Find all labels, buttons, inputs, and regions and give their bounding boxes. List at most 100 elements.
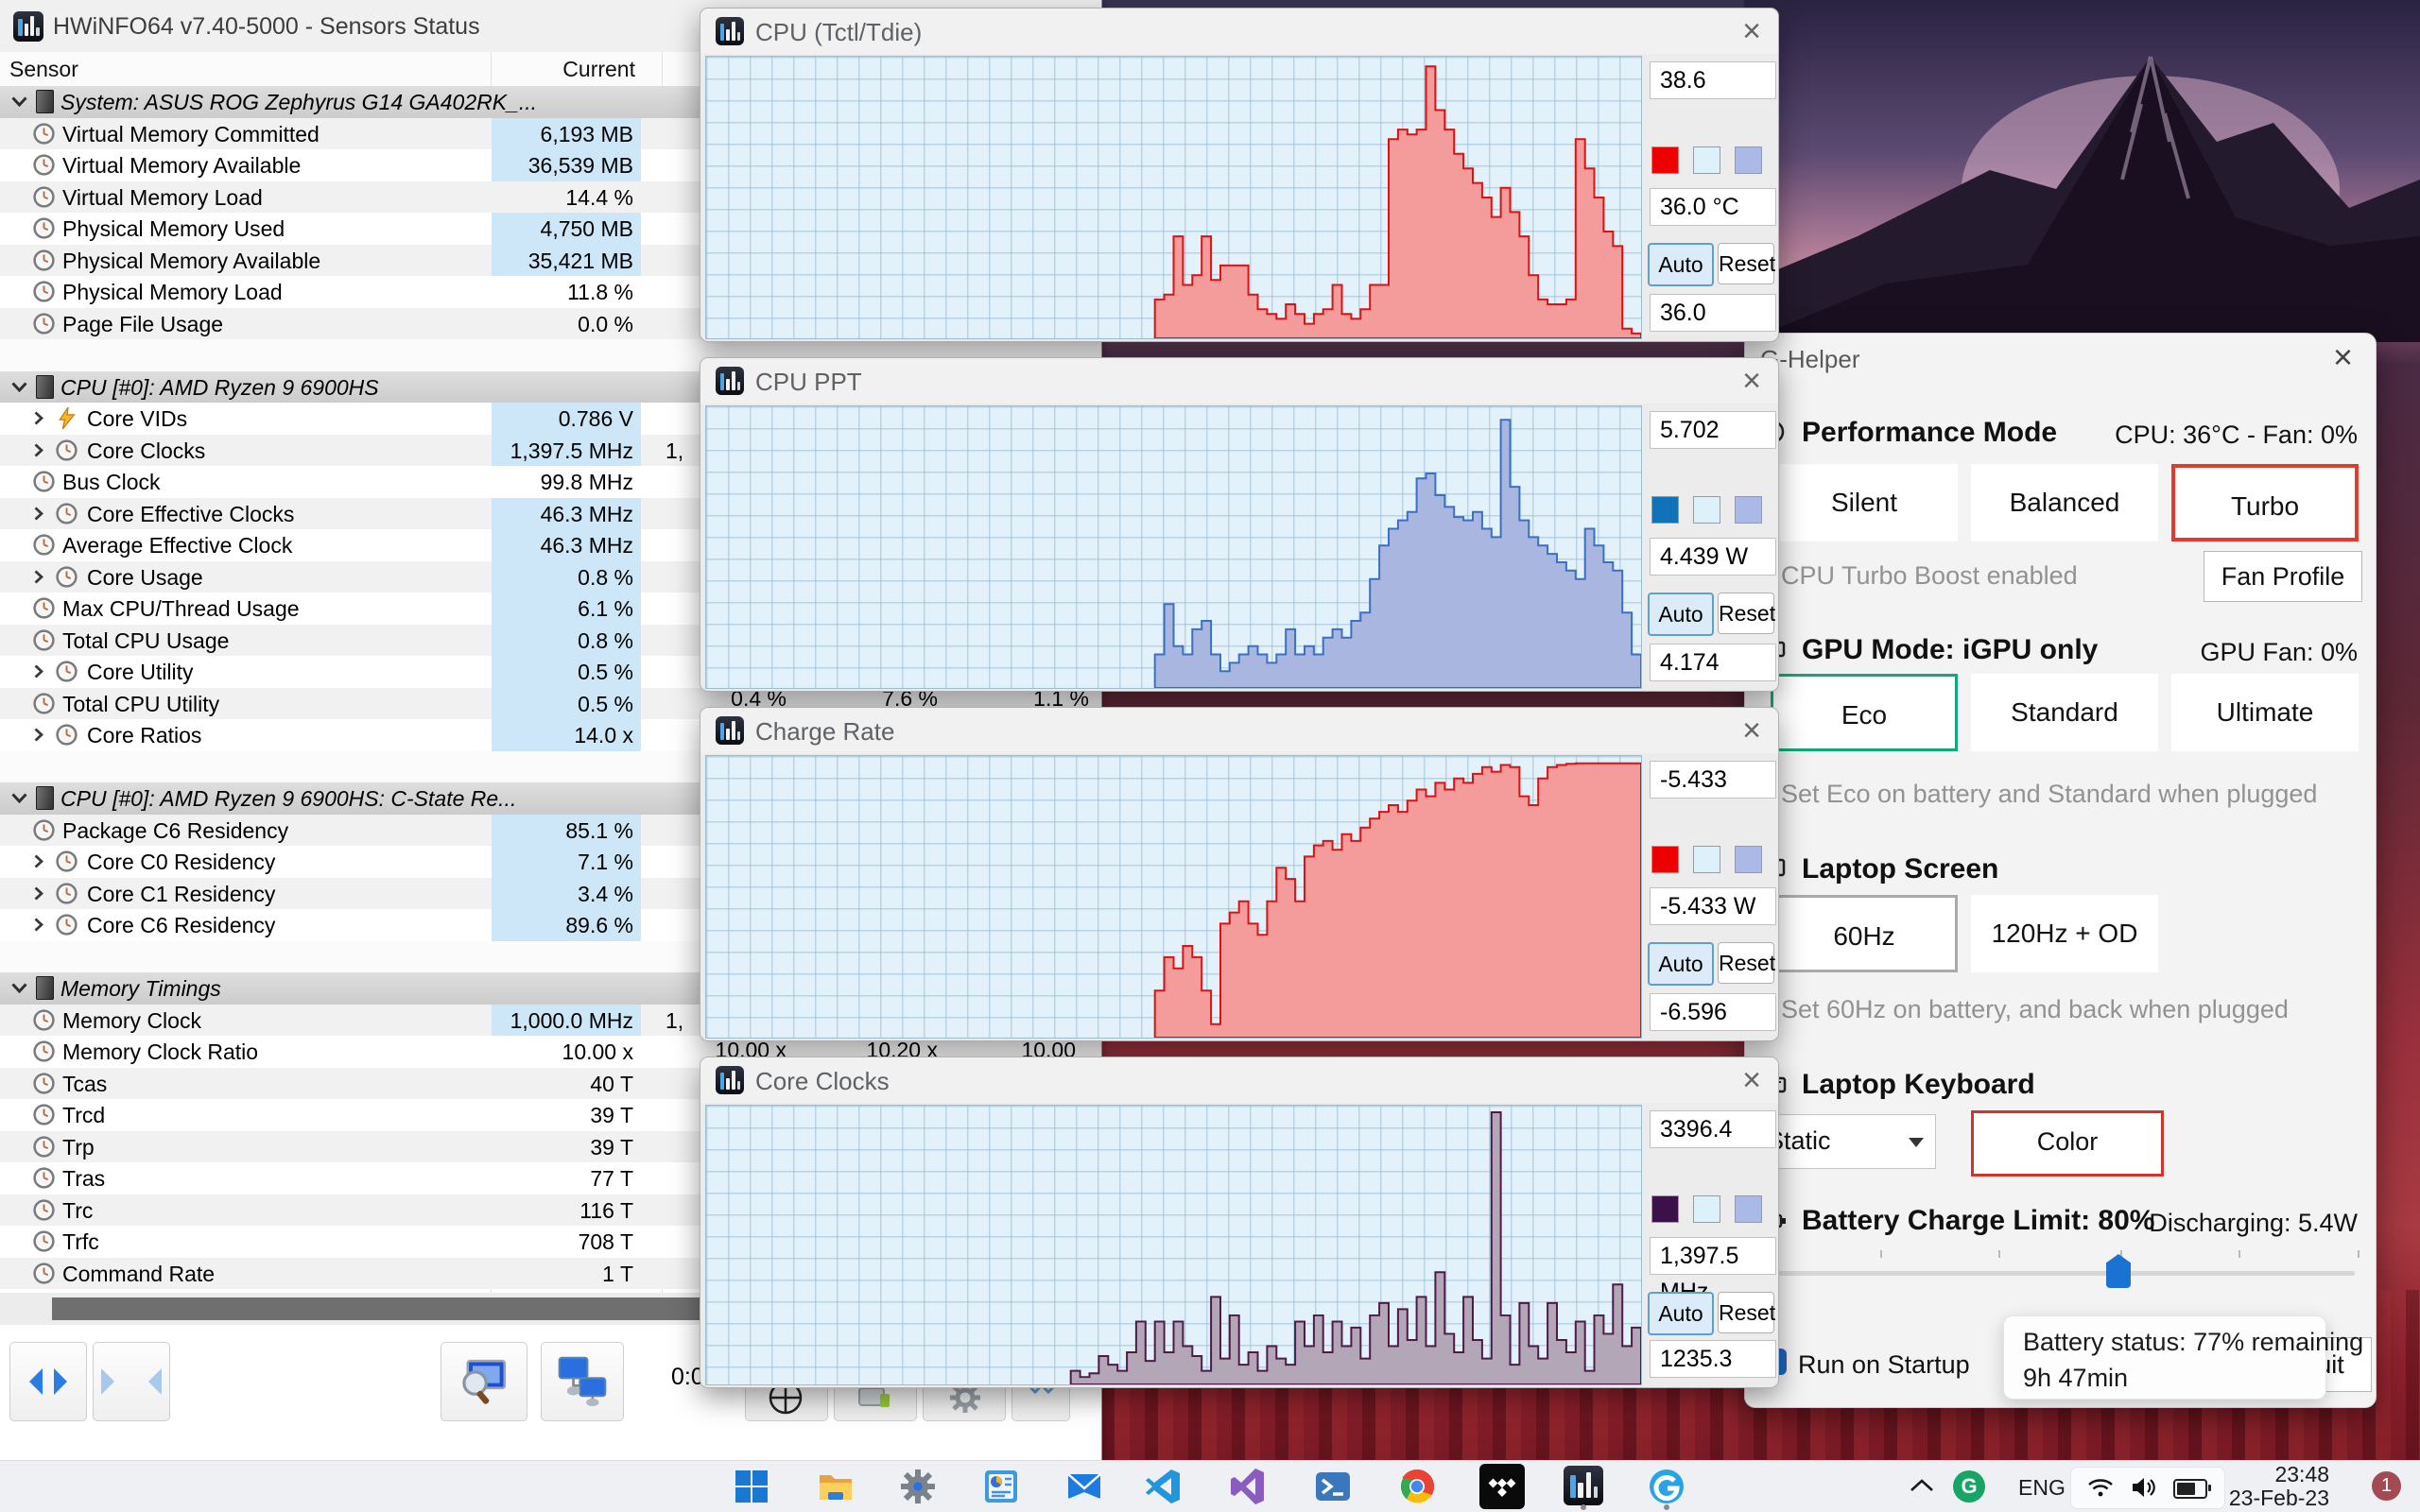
settings-taskbar-icon[interactable] [895, 1464, 941, 1509]
collapse-caret-icon[interactable] [11, 381, 27, 392]
keyboard-mode-dropdown[interactable]: Static [1754, 1114, 1936, 1169]
notification-badge[interactable]: 1 [2372, 1471, 2401, 1501]
close-icon[interactable]: × [1742, 13, 1761, 49]
reset-button[interactable]: Reset [1718, 942, 1775, 984]
sensor-current-cell: 0.0 % [492, 308, 641, 340]
expand-chevron-icon[interactable] [34, 411, 43, 425]
expand-columns-button[interactable] [9, 1342, 87, 1421]
standard-mode-button[interactable]: Standard [1971, 674, 2158, 751]
grid-color-swatch[interactable] [1735, 1195, 1762, 1223]
reset-button[interactable]: Reset [1718, 593, 1775, 634]
grid-color-swatch[interactable] [1735, 846, 1762, 873]
close-icon[interactable]: × [1742, 713, 1761, 748]
vscode-taskbar-icon[interactable] [1141, 1464, 1186, 1509]
laptop-screen-heading: Laptop Screen [1802, 853, 1999, 885]
device-chip-icon [36, 786, 54, 810]
expand-chevron-icon[interactable] [34, 442, 43, 457]
graph-color-swatch[interactable] [1651, 496, 1679, 524]
visual-studio-taskbar-icon[interactable] [1226, 1464, 1271, 1509]
reset-button[interactable]: Reset [1718, 1292, 1775, 1333]
60hz-mode-button[interactable]: 60Hz [1771, 895, 1958, 972]
polling-timer: 0:0 [671, 1364, 704, 1390]
collapse-caret-icon[interactable] [11, 983, 27, 993]
remote-monitoring-button[interactable] [541, 1342, 624, 1421]
eco-mode-button[interactable]: Eco [1771, 674, 1958, 751]
grid-color-swatch[interactable] [1735, 496, 1762, 524]
keyboard-color-button[interactable]: Color [1971, 1110, 2164, 1177]
ghelper-tray-icon[interactable]: G [1953, 1470, 1985, 1503]
expand-chevron-icon[interactable] [34, 664, 43, 679]
graph-titlebar[interactable]: Charge Rate × [700, 708, 1778, 753]
background-color-swatch[interactable] [1693, 496, 1720, 524]
balanced-mode-button[interactable]: Balanced [1971, 464, 2158, 541]
tidal-taskbar-icon[interactable] [1479, 1464, 1525, 1509]
background-color-swatch[interactable] [1693, 1195, 1720, 1223]
ultimate-mode-button[interactable]: Ultimate [2171, 674, 2359, 751]
autofit-button[interactable]: Auto Fit [1648, 1292, 1714, 1366]
table-row[interactable]: Average Effective Clock 46.3 MHz [0, 529, 1101, 561]
close-icon[interactable]: × [1742, 363, 1761, 399]
ghelper-taskbar-icon[interactable] [1644, 1464, 1689, 1510]
close-icon[interactable]: × [1742, 1062, 1761, 1098]
battery-limit-slider-track[interactable] [1771, 1271, 2355, 1276]
graph-color-swatch[interactable] [1651, 846, 1679, 873]
autofit-button[interactable]: Auto Fit [1648, 593, 1714, 666]
expand-chevron-icon[interactable] [34, 569, 43, 584]
reset-button[interactable]: Reset [1718, 243, 1775, 284]
tooltip-line1: Battery status: 77% remaining [2023, 1328, 2364, 1356]
graph-titlebar[interactable]: CPU PPT × [700, 358, 1778, 404]
turbo-mode-button[interactable]: Turbo [2171, 464, 2359, 541]
system-monitor-taskbar-icon[interactable] [978, 1464, 1024, 1509]
tray-overflow-chevron[interactable] [1910, 1478, 1934, 1493]
column-header-sensor[interactable]: Sensor [9, 57, 78, 81]
120hz-od-mode-button[interactable]: 120Hz + OD [1971, 895, 2158, 972]
collapse-columns-button[interactable] [93, 1342, 170, 1421]
clock-sensor-icon [33, 1230, 55, 1252]
powershell-taskbar-icon[interactable] [1310, 1464, 1356, 1509]
expand-chevron-icon[interactable] [34, 506, 43, 521]
column-header-current[interactable]: Current [562, 57, 635, 81]
sensor-label: Total CPU Usage [62, 627, 230, 653]
tray-status-group[interactable] [2070, 1467, 2225, 1509]
table-row[interactable]: Total CPU Utility 0.5 % [0, 687, 1101, 719]
table-row[interactable]: Max CPU/Thread Usage 6.1 % [0, 593, 1101, 625]
grid-color-swatch[interactable] [1735, 146, 1762, 174]
sensor-label: Core Usage [87, 564, 203, 590]
sensor-label: Physical Memory Used [62, 216, 285, 241]
background-color-swatch[interactable] [1693, 846, 1720, 873]
clock[interactable]: 23:48 23-Feb-23 [2227, 1463, 2329, 1510]
background-color-swatch[interactable] [1693, 146, 1720, 174]
collapse-caret-icon[interactable] [11, 96, 27, 107]
silent-mode-button[interactable]: Silent [1771, 464, 1958, 541]
run-on-startup-label[interactable]: Run on Startup [1798, 1350, 1970, 1379]
chrome-taskbar-icon[interactable] [1394, 1464, 1440, 1509]
file-explorer-taskbar-icon[interactable] [813, 1464, 858, 1509]
graph-titlebar[interactable]: CPU (Tctl/Tdie) × [700, 9, 1778, 54]
close-icon[interactable]: × [2333, 337, 2354, 376]
tooltip-line2: 9h 47min [2023, 1364, 2129, 1392]
tray-date: 23-Feb-23 [2228, 1486, 2329, 1510]
fan-profile-button[interactable]: Fan Profile [2204, 551, 2362, 602]
expand-chevron-icon[interactable] [34, 728, 43, 742]
collapse-caret-icon[interactable] [11, 793, 27, 803]
graph-color-swatch[interactable] [1651, 1195, 1679, 1223]
autofit-button[interactable]: Auto Fit [1648, 243, 1714, 317]
graph-side-panel: 3396.4 1,397.5 MHz Auto Fit Reset 1235.3 [1646, 1103, 1778, 1387]
mail-taskbar-icon[interactable] [1062, 1464, 1107, 1509]
sensor-current-cell: 99.8 MHz [492, 466, 641, 498]
graph-plot-area [705, 755, 1642, 1039]
expand-chevron-icon[interactable] [34, 854, 43, 868]
start-button[interactable] [729, 1464, 774, 1509]
expand-chevron-icon[interactable] [34, 885, 43, 901]
battery-limit-slider-handle[interactable] [2106, 1254, 2131, 1288]
hwinfo-taskbar-icon[interactable] [1561, 1464, 1606, 1510]
autofit-button[interactable]: Auto Fit [1648, 942, 1714, 1016]
graph-color-swatch[interactable] [1651, 146, 1679, 174]
expand-chevron-icon[interactable] [34, 918, 43, 932]
graph-titlebar[interactable]: Core Clocks × [700, 1057, 1778, 1103]
sensor-value: 0.8 % [578, 627, 633, 653]
language-indicator[interactable]: ENG [2018, 1475, 2066, 1500]
clock-sensor-icon [33, 1135, 55, 1158]
screen-capture-button[interactable] [441, 1342, 527, 1421]
sensor-label: Physical Memory Available [62, 248, 321, 273]
